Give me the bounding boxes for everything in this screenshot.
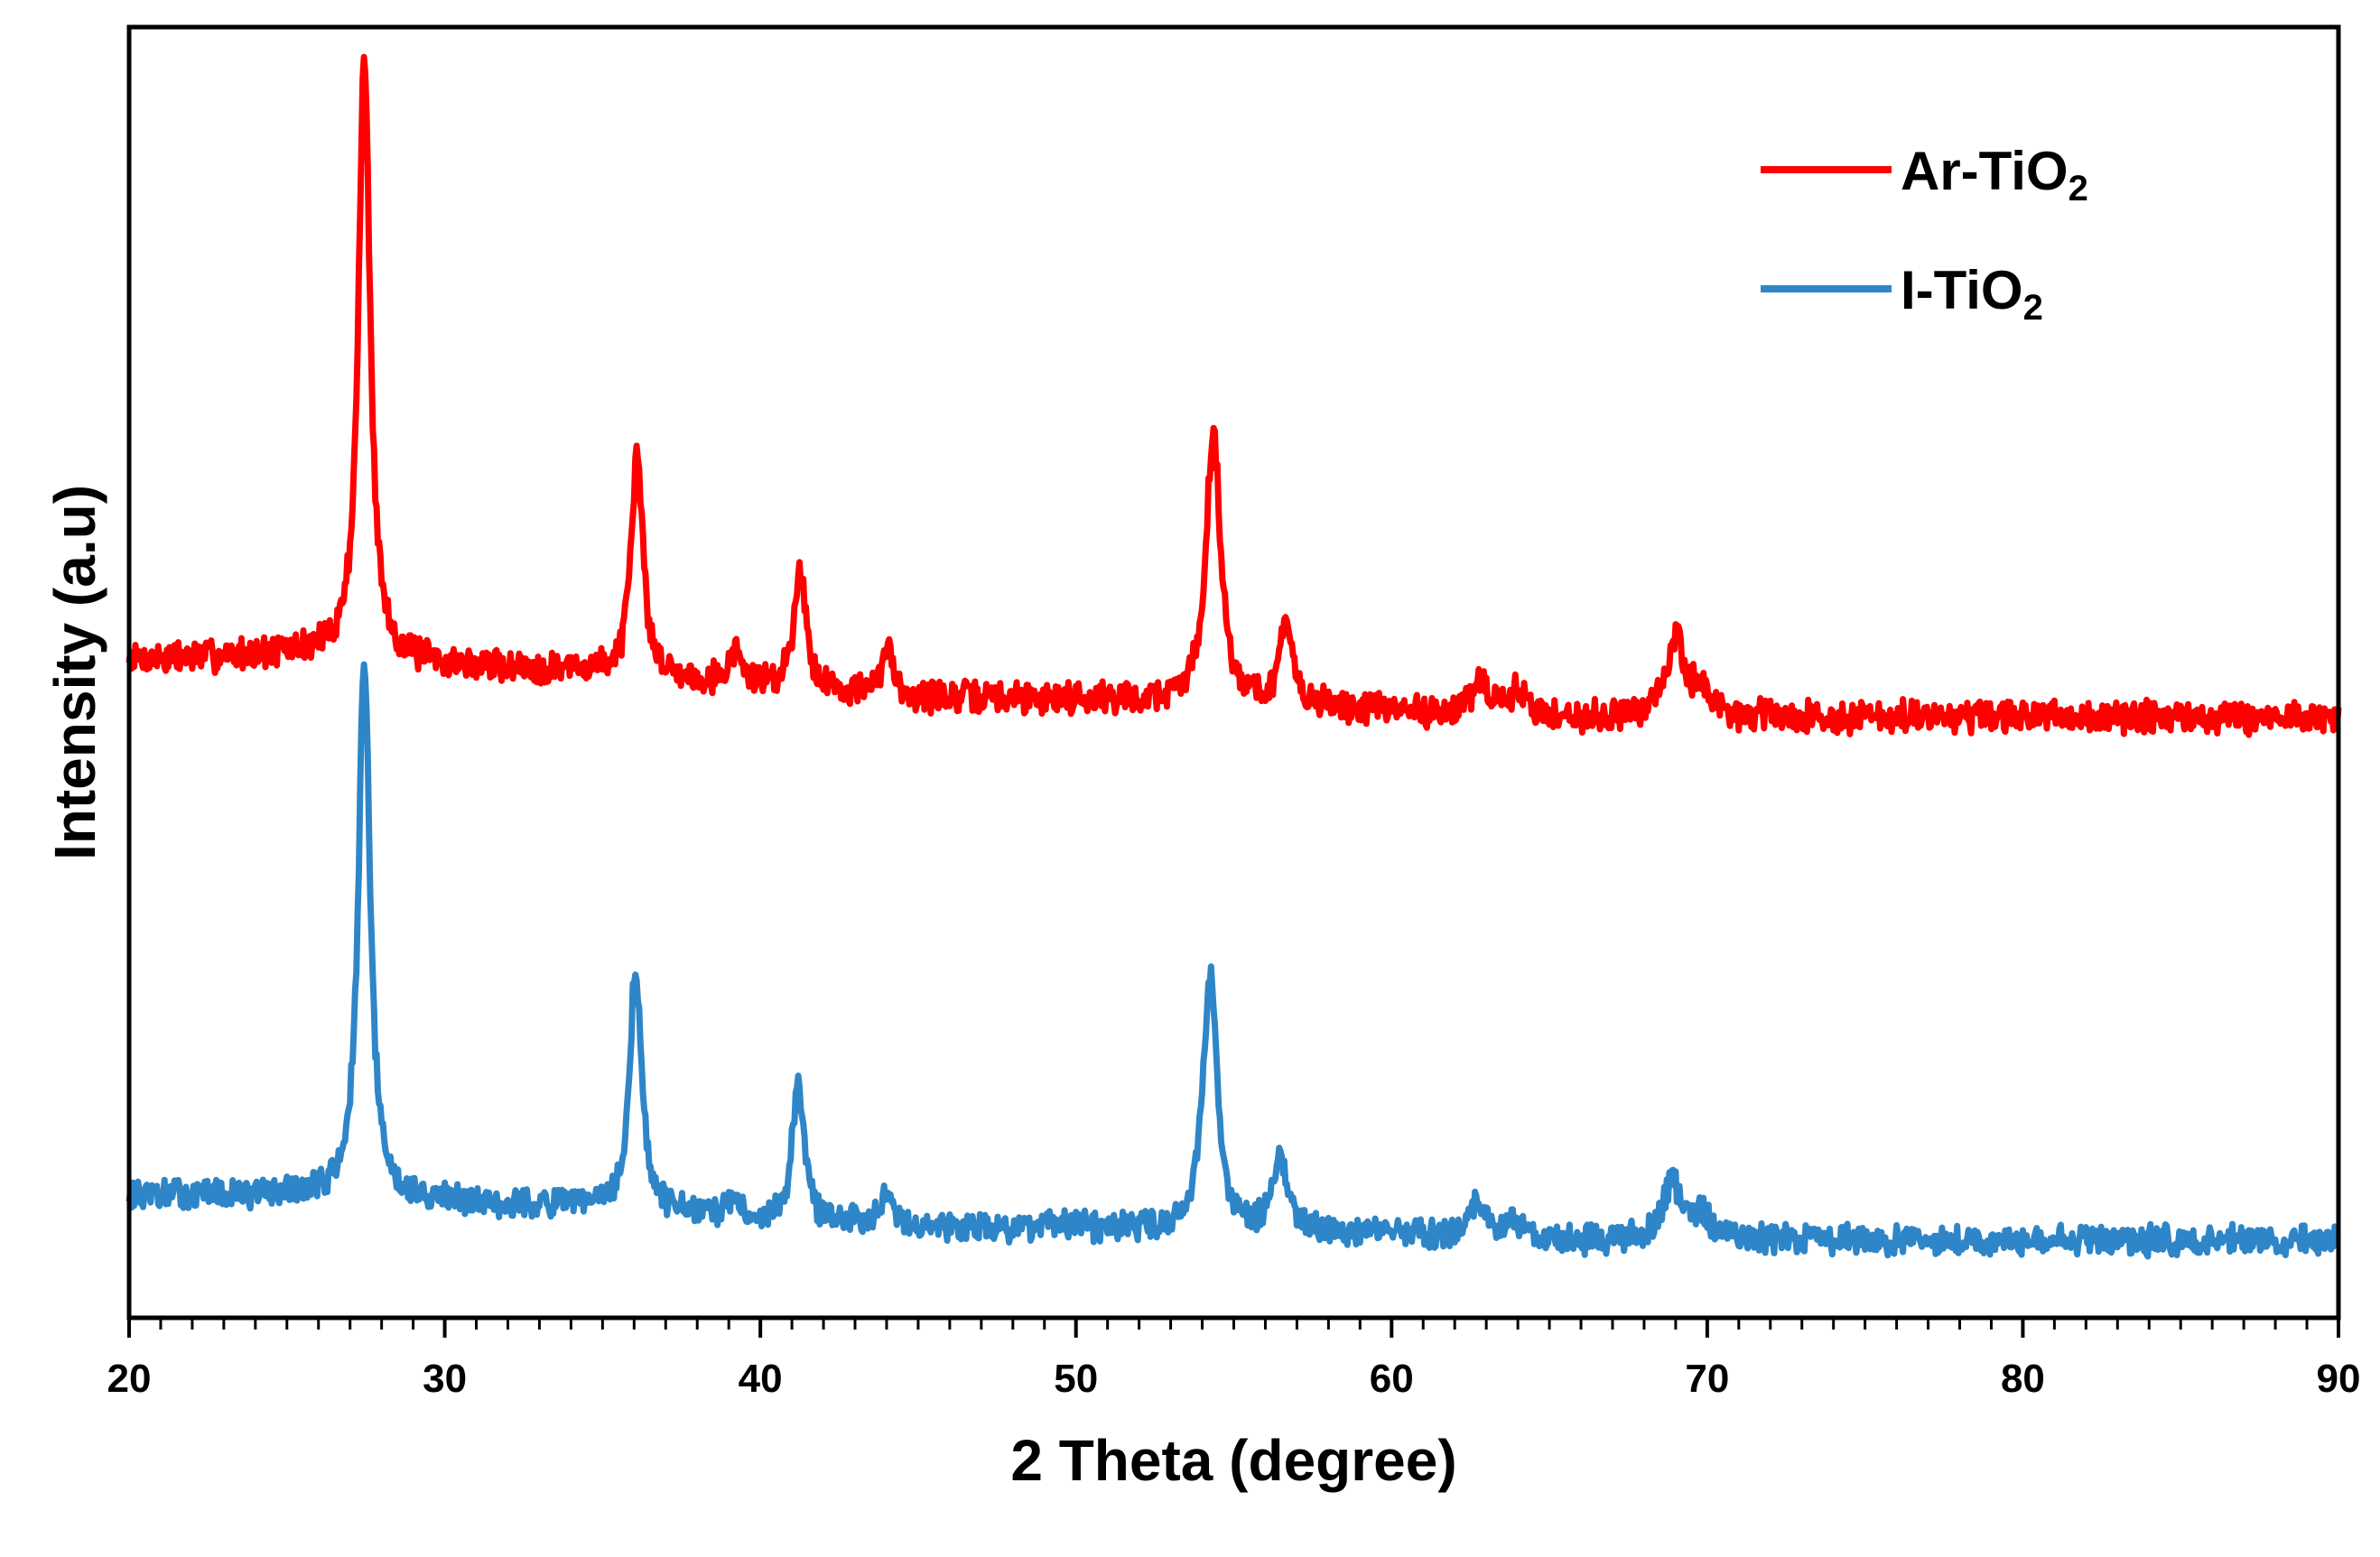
x-tick-label: 60	[1370, 1357, 1414, 1401]
legend-label-main: I-TiO	[1901, 260, 2023, 320]
x-tick-label: 30	[423, 1357, 467, 1401]
legend-label-ar-tio2: Ar-TiO2	[1901, 141, 2088, 209]
x-tick-label: 90	[2317, 1357, 2361, 1401]
x-tick-label: 50	[1054, 1357, 1098, 1401]
legend-label-subscript: 2	[2069, 169, 2088, 209]
series-line-ar-tio2	[126, 53, 2342, 738]
x-axis-ticks: 20 30 40 50 60 70 80 90	[107, 1318, 2361, 1401]
x-tick-label: 80	[2001, 1357, 2045, 1401]
legend-label-i-tio2: I-TiO2	[1901, 260, 2043, 328]
x-tick-label: 40	[739, 1357, 783, 1401]
legend: Ar-TiO2 I-TiO2	[1761, 141, 2088, 328]
x-tick-label: 70	[1685, 1357, 1729, 1401]
x-axis-title: 2 Theta (degree)	[1010, 1428, 1456, 1493]
legend-label-subscript: 2	[2023, 288, 2043, 328]
plot-area	[126, 53, 2342, 1260]
series-line-i-tio2	[126, 661, 2342, 1260]
legend-label-main: Ar-TiO	[1901, 141, 2069, 201]
x-tick-label: 20	[107, 1357, 152, 1401]
y-axis-title: Intensity (a.u)	[42, 485, 107, 860]
